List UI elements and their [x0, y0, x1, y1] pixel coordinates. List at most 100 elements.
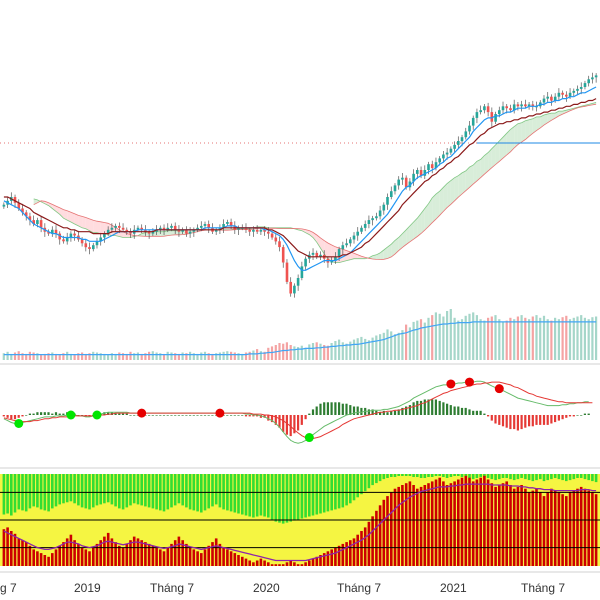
volume-bar	[32, 352, 35, 360]
breadth-red-bar	[483, 475, 486, 566]
candle-body	[13, 197, 17, 203]
breadth-red-bar	[54, 549, 58, 566]
volume-bar	[114, 353, 117, 360]
volume-bar	[338, 339, 341, 360]
breadth-green-bar	[51, 474, 54, 509]
x-label-2020: 2020	[253, 581, 280, 595]
breadth-red-bar	[330, 549, 333, 566]
breadth-green-bar	[378, 474, 382, 482]
candle-body	[106, 229, 110, 234]
breadth-red-bar	[32, 549, 35, 566]
candle-body	[457, 141, 460, 145]
macd-histogram-bar	[419, 400, 423, 415]
breadth-red-bar	[438, 477, 441, 566]
volume-bar	[457, 320, 460, 360]
candle-body	[274, 237, 278, 242]
candle-body	[24, 212, 28, 217]
breadth-green-bar	[147, 474, 151, 508]
cross-dot-green	[66, 410, 76, 420]
breadth-green-bar	[349, 474, 352, 504]
volume-bar	[17, 351, 20, 360]
cloud-segment	[156, 231, 161, 237]
candle-body	[498, 110, 501, 115]
macd-histogram-bar	[405, 406, 408, 415]
breadth-red-bar	[356, 534, 359, 566]
cloud-segment	[447, 180, 451, 208]
volume-bar	[62, 353, 65, 360]
macd-histogram-bar	[334, 402, 337, 415]
volume-bar	[475, 315, 478, 360]
volume-bar	[513, 319, 516, 360]
candle-body	[196, 227, 199, 230]
volume-bar	[25, 353, 28, 360]
breadth-red-bar	[349, 540, 352, 566]
breadth-green-bar	[36, 474, 39, 508]
breadth-green-bar	[114, 474, 117, 507]
volume-bar	[494, 315, 497, 360]
candle-body	[557, 92, 561, 97]
breadth-red-bar	[326, 551, 330, 566]
candle-body	[576, 88, 579, 91]
macd-histogram-bar	[181, 415, 184, 416]
volume-bar	[237, 353, 240, 360]
candle-body	[583, 83, 587, 87]
volume-bar	[270, 346, 274, 360]
volume-bar	[189, 351, 192, 360]
breadth-red-bar	[69, 534, 73, 566]
macd-histogram-bar	[315, 406, 318, 415]
breadth-red-bar	[192, 549, 196, 566]
breadth-green-bar	[151, 474, 155, 509]
breadth-red-bar	[233, 553, 237, 566]
macd-histogram-bar	[546, 415, 549, 425]
breadth-green-bar	[594, 474, 598, 483]
breadth-green-bar	[498, 474, 501, 480]
candle-body	[568, 92, 572, 97]
breadth-red-bar	[468, 477, 471, 566]
breadth-green-bar	[278, 474, 281, 523]
cloud-segment	[78, 215, 83, 228]
breadth-red-bar	[300, 564, 304, 566]
macd-histogram-bar	[472, 410, 475, 415]
macd-histogram-bar	[401, 407, 404, 415]
macd-histogram-bar	[505, 415, 508, 428]
volume-bar	[73, 354, 76, 360]
breadth-green-bar	[207, 474, 210, 509]
volume-bar	[92, 351, 95, 360]
macd-histogram-bar	[241, 415, 244, 416]
candle-body	[166, 227, 170, 230]
breadth-red-bar	[296, 564, 300, 566]
macd-histogram-bar	[479, 410, 482, 415]
macd-histogram-bar	[542, 415, 546, 425]
breadth-green-bar	[434, 474, 438, 476]
breadth-green-bar	[486, 474, 490, 478]
candle-body	[267, 231, 270, 234]
cloud-segment	[517, 122, 522, 145]
candle-body	[296, 278, 300, 286]
candle-body	[345, 243, 348, 246]
breadth-green-bar	[136, 474, 140, 505]
volume-bar	[2, 353, 5, 360]
volume-bar	[382, 332, 385, 360]
breadth-red-bar	[263, 560, 266, 566]
breadth-green-bar	[88, 474, 91, 510]
volume-bar	[371, 337, 374, 360]
volume-bar	[528, 319, 531, 360]
candle-body	[170, 225, 173, 228]
macd-histogram-bar	[483, 413, 486, 415]
breadth-red-bar	[546, 492, 549, 566]
breadth-green-bar	[382, 474, 386, 480]
breadth-red-bar	[594, 494, 598, 566]
macd-histogram-bar	[81, 415, 84, 416]
price-panel	[0, 72, 600, 298]
breadth-green-bar	[460, 474, 464, 477]
breadth-red-bar	[226, 549, 229, 566]
volume-bar	[289, 345, 292, 360]
breadth-green-bar	[345, 474, 348, 506]
breadth-green-bar	[531, 474, 535, 482]
macd-histogram-bar	[531, 415, 534, 427]
panel-separators	[0, 363, 600, 573]
candle-body	[155, 229, 158, 232]
breadth-red-bar	[520, 485, 523, 566]
macd-histogram-bar	[196, 415, 199, 416]
